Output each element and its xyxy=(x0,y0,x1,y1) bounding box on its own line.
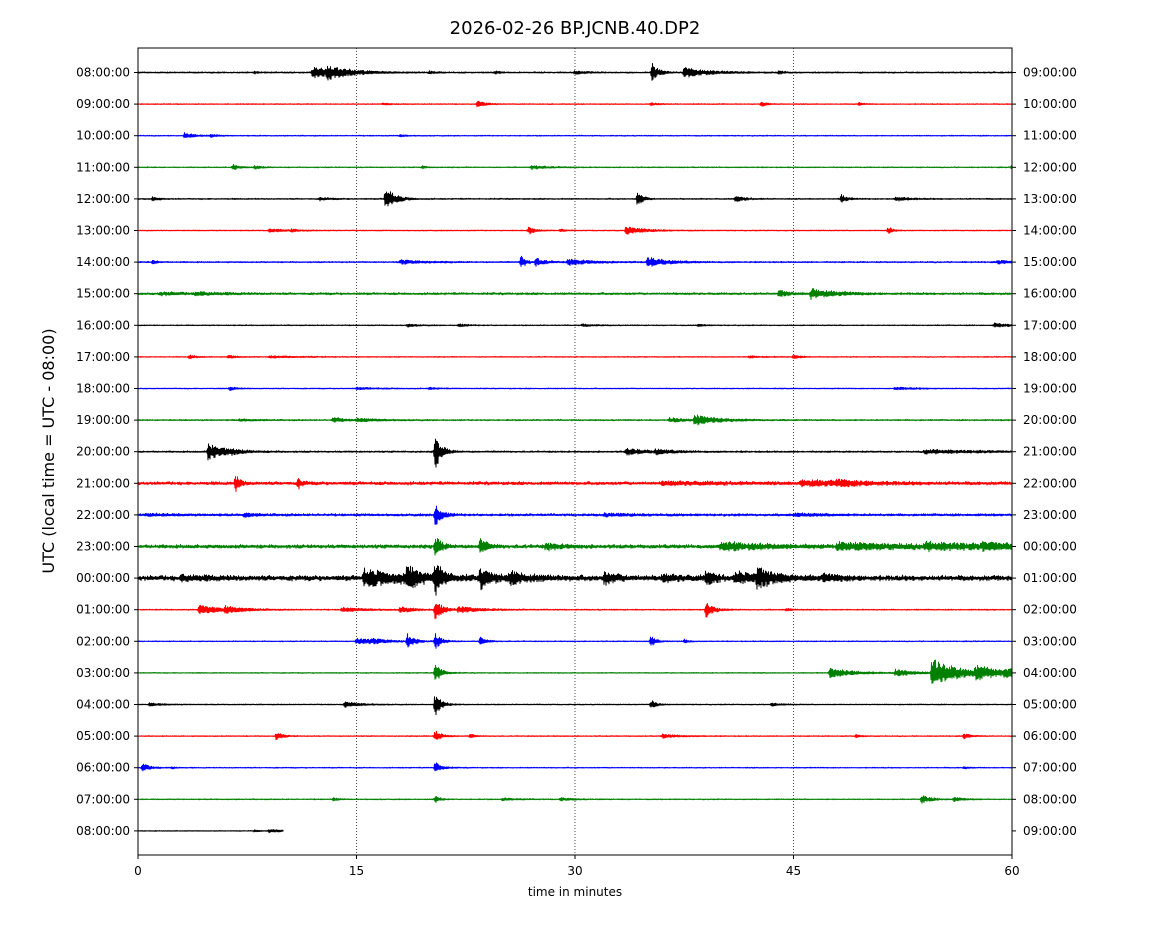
right-tick-label: 11:00:00 xyxy=(1023,129,1077,143)
trace-line xyxy=(137,438,1013,468)
x-tick-label: 60 xyxy=(1004,864,1019,878)
left-tick-label: 12:00:00 xyxy=(76,192,130,206)
right-tick-label: 16:00:00 xyxy=(1023,287,1077,301)
trace-line xyxy=(137,322,1013,328)
trace-line xyxy=(137,354,1013,360)
left-tick-label: 05:00:00 xyxy=(76,729,130,743)
right-tick-label: 12:00:00 xyxy=(1023,160,1077,174)
right-tick-label: 08:00:00 xyxy=(1023,792,1077,806)
trace-line xyxy=(137,762,1013,772)
left-tick-label: 15:00:00 xyxy=(76,287,130,301)
right-tick-label: 18:00:00 xyxy=(1023,350,1077,364)
trace-line xyxy=(137,633,1013,649)
left-tick-label: 18:00:00 xyxy=(76,382,130,396)
left-tick-label: 17:00:00 xyxy=(76,350,130,364)
right-tick-label: 09:00:00 xyxy=(1023,824,1077,838)
trace-line xyxy=(137,164,1013,171)
left-tick-label: 10:00:00 xyxy=(76,129,130,143)
left-tick-label: 14:00:00 xyxy=(76,255,130,269)
right-tick-label: 21:00:00 xyxy=(1023,445,1077,459)
trace-line xyxy=(137,538,1013,556)
left-tick-label: 08:00:00 xyxy=(76,66,130,80)
x-tick-label: 45 xyxy=(786,864,801,878)
x-tick-label: 15 xyxy=(349,864,364,878)
left-tick-label: 02:00:00 xyxy=(76,634,130,648)
left-tick-label: 07:00:00 xyxy=(76,792,130,806)
right-tick-label: 02:00:00 xyxy=(1023,603,1077,617)
right-tick-label: 13:00:00 xyxy=(1023,192,1077,206)
trace-line xyxy=(137,659,1013,684)
left-tick-label: 20:00:00 xyxy=(76,445,130,459)
trace-line xyxy=(137,476,1013,492)
trace-line xyxy=(137,255,1013,267)
trace-line xyxy=(137,226,1013,235)
trace-line xyxy=(137,795,1013,804)
left-tick-label: 01:00:00 xyxy=(76,603,130,617)
left-tick-label: 11:00:00 xyxy=(76,160,130,174)
left-tick-label: 00:00:00 xyxy=(76,571,130,585)
left-tick-label: 04:00:00 xyxy=(76,698,130,712)
trace-line xyxy=(137,288,1013,300)
right-tick-label: 09:00:00 xyxy=(1023,66,1077,80)
trace-line xyxy=(137,132,1013,139)
left-tick-label: 09:00:00 xyxy=(76,97,130,111)
right-tick-label: 17:00:00 xyxy=(1023,318,1077,332)
left-tick-label: 08:00:00 xyxy=(76,824,130,838)
x-tick-label: 30 xyxy=(567,864,582,878)
right-tick-label: 03:00:00 xyxy=(1023,634,1077,648)
right-tick-label: 14:00:00 xyxy=(1023,224,1077,238)
y-axis-label: UTC (local time = UTC - 08:00) xyxy=(39,328,58,573)
left-tick-label: 23:00:00 xyxy=(76,540,130,554)
trace-line xyxy=(137,414,1013,426)
left-tick-label: 13:00:00 xyxy=(76,224,130,238)
right-tick-label: 05:00:00 xyxy=(1023,698,1077,712)
right-tick-labels: 09:00:00 10:00:00 11:00:00 12:00:00 13:00:00… xyxy=(1012,66,1077,838)
left-tick-labels: 08:00:00 09:00:00 10:00:00 11:00:00 12:00:00… xyxy=(76,66,138,838)
right-tick-label: 19:00:00 xyxy=(1023,382,1077,396)
left-tick-label: 16:00:00 xyxy=(76,318,130,332)
trace-line xyxy=(137,63,1013,81)
trace-line xyxy=(137,100,1013,108)
right-tick-label: 00:00:00 xyxy=(1023,540,1077,554)
grid-lines xyxy=(356,48,794,855)
trace-line xyxy=(137,730,1013,741)
x-axis-label: time in minutes xyxy=(528,885,622,899)
right-tick-label: 04:00:00 xyxy=(1023,666,1077,680)
right-tick-label: 01:00:00 xyxy=(1023,571,1077,585)
left-tick-label: 22:00:00 xyxy=(76,508,130,522)
right-tick-label: 06:00:00 xyxy=(1023,729,1077,743)
trace-line xyxy=(137,505,1013,525)
left-tick-label: 06:00:00 xyxy=(76,761,130,775)
chart-title: 2026-02-26 BP.JCNB.40.DP2 xyxy=(450,18,701,39)
traces-layer xyxy=(137,63,1013,834)
right-tick-label: 15:00:00 xyxy=(1023,255,1077,269)
x-tick-labels: 0 15 30 45 60 xyxy=(134,855,1020,878)
right-tick-label: 23:00:00 xyxy=(1023,508,1077,522)
trace-line xyxy=(137,696,1013,716)
right-tick-label: 07:00:00 xyxy=(1023,761,1077,775)
left-tick-label: 19:00:00 xyxy=(76,413,130,427)
right-tick-label: 20:00:00 xyxy=(1023,413,1077,427)
left-tick-label: 21:00:00 xyxy=(76,476,130,490)
x-tick-label: 0 xyxy=(134,864,142,878)
trace-line xyxy=(137,191,1013,207)
left-tick-label: 03:00:00 xyxy=(76,666,130,680)
trace-line xyxy=(137,565,1013,596)
right-tick-label: 10:00:00 xyxy=(1023,97,1077,111)
right-tick-label: 22:00:00 xyxy=(1023,476,1077,490)
trace-line xyxy=(137,829,284,834)
trace-line xyxy=(137,603,1013,620)
trace-line xyxy=(137,386,1013,392)
